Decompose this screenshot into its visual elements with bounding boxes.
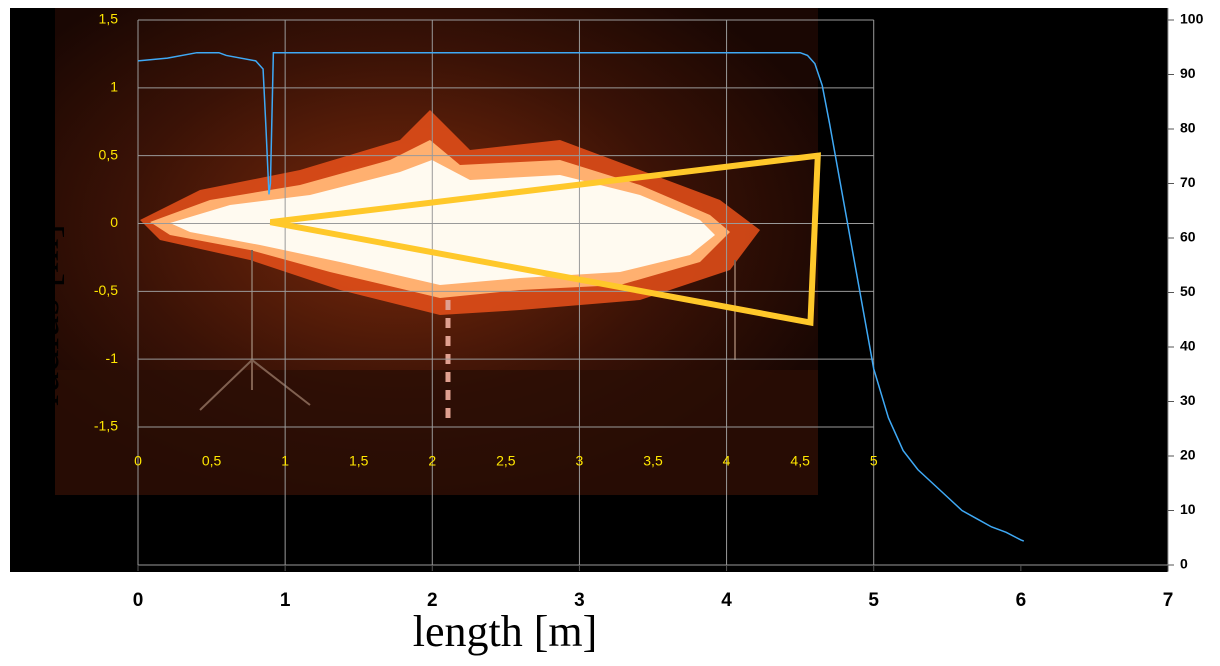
x-tick-label: 5 bbox=[868, 590, 879, 611]
emission-line bbox=[137, 51, 1025, 542]
inner-x-tick-label: 3 bbox=[576, 453, 584, 469]
inner-x-tick-label: 3,5 bbox=[643, 453, 663, 469]
y2-tick-label: 0 bbox=[1180, 556, 1188, 572]
y2-tick-label: 10 bbox=[1180, 501, 1196, 517]
x-tick-label: 2 bbox=[427, 590, 438, 611]
inner-x-tick-label: 5 bbox=[870, 453, 878, 469]
y2-tick-label: 90 bbox=[1180, 65, 1196, 81]
inner-x-tick-label: 2,5 bbox=[496, 453, 516, 469]
x-tick-label: 0 bbox=[133, 590, 144, 611]
y-tick-label: 0 bbox=[110, 214, 118, 230]
y2-tick-label: 60 bbox=[1180, 229, 1196, 245]
y2-tick-label: 100 bbox=[1180, 11, 1204, 27]
x-tick-label: 4 bbox=[721, 590, 732, 611]
x-axis-label: length [m] bbox=[413, 607, 598, 656]
y2-tick-label: 70 bbox=[1180, 174, 1196, 190]
inner-x-tick-label: 4,5 bbox=[790, 453, 810, 469]
y-tick-label: 1 bbox=[110, 79, 118, 95]
y2-tick-label: 80 bbox=[1180, 120, 1196, 136]
y2-axis-label: radiative emission [kW/m²] bbox=[1114, 51, 1163, 536]
inner-x-tick-label: 0,5 bbox=[202, 453, 222, 469]
inner-x-tick-label: 1 bbox=[281, 453, 289, 469]
y2-tick-label: 20 bbox=[1180, 447, 1196, 463]
inner-x-tick-label: 0 bbox=[134, 453, 142, 469]
y-tick-label: 1,5 bbox=[99, 11, 119, 27]
y-tick-label: 0,5 bbox=[99, 146, 119, 162]
x-tick-label: 7 bbox=[1163, 590, 1174, 611]
overlay-triangle bbox=[269, 152, 821, 327]
x-tick-label: 6 bbox=[1016, 590, 1027, 611]
x-tick-label: 1 bbox=[280, 590, 291, 611]
y2-tick-label: 40 bbox=[1180, 338, 1196, 354]
y-tick-label: -1,5 bbox=[94, 418, 118, 434]
y-axis-label: radius [m] bbox=[19, 224, 68, 406]
y2-tick-label: 30 bbox=[1180, 392, 1196, 408]
y-tick-label: -0,5 bbox=[94, 282, 118, 298]
y-tick-label: -1 bbox=[106, 350, 119, 366]
x-tick-label: 3 bbox=[574, 590, 585, 611]
inner-x-tick-label: 1,5 bbox=[349, 453, 369, 469]
y2-tick-label: 50 bbox=[1180, 283, 1196, 299]
inner-x-tick-label: 2 bbox=[428, 453, 436, 469]
inner-x-tick-label: 4 bbox=[723, 453, 731, 469]
